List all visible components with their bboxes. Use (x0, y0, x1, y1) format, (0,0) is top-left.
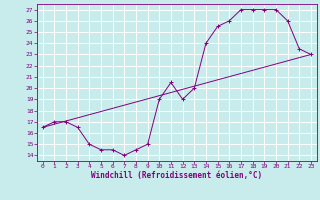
X-axis label: Windchill (Refroidissement éolien,°C): Windchill (Refroidissement éolien,°C) (91, 171, 262, 180)
